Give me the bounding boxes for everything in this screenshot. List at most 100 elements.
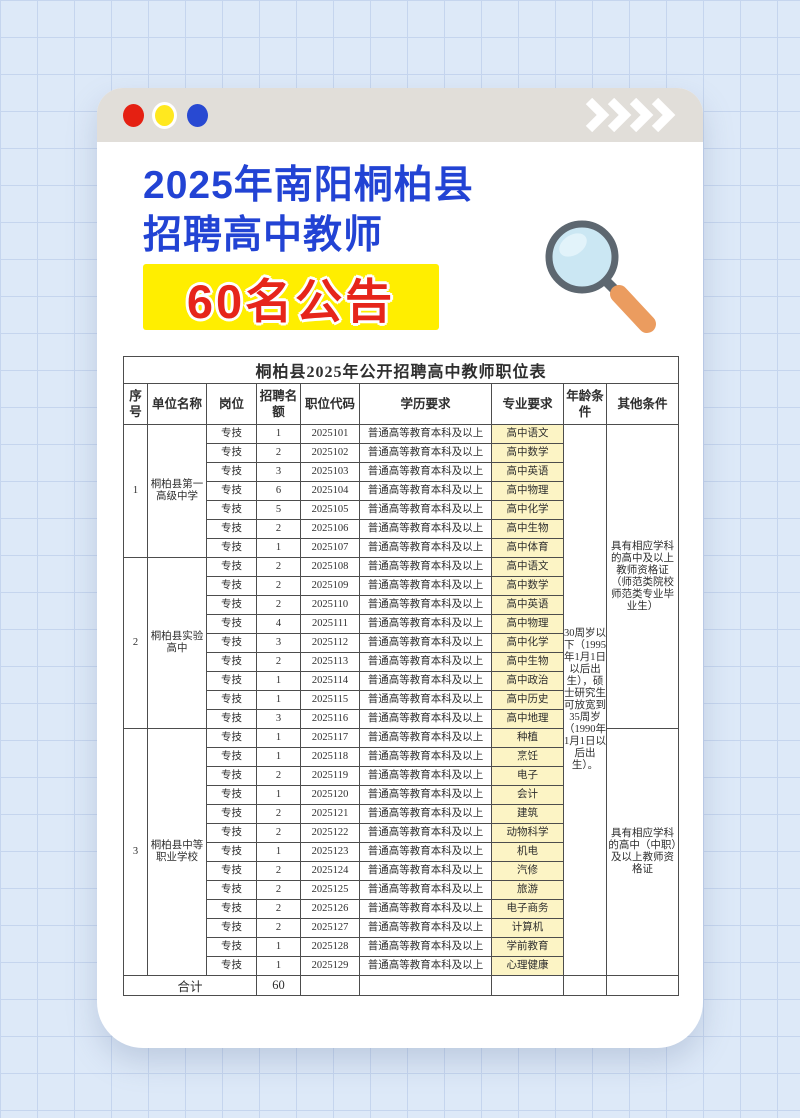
- cell-quota: 2: [256, 557, 301, 577]
- col-header-other: 其他条件: [605, 383, 680, 425]
- cell-quota: 1: [256, 424, 301, 444]
- cell-quota: 2: [256, 576, 301, 596]
- poster-card: 2025年南阳桐柏县 招聘高中教师 60名公告 桐柏县2025年公开招聘高中教师…: [97, 88, 703, 1048]
- cell-position-code: 2025121: [300, 804, 360, 824]
- cell-position-code: 2025124: [300, 861, 360, 881]
- cell-education: 普通高等教育本科及以上: [359, 728, 492, 748]
- cell-quota: 1: [256, 956, 301, 976]
- cell-major: 烹饪: [491, 747, 564, 767]
- cell-education: 普通高等教育本科及以上: [359, 443, 492, 463]
- cell-education: 普通高等教育本科及以上: [359, 633, 492, 653]
- table-body: 1 桐柏县第一高级中学 专技 1 2025101 普通高等教育本科及以上 高中语文 30周岁以…: [123, 424, 680, 976]
- table-row: 专技 1 2025129 普通高等教育本科及以上 心理健康: [124, 956, 679, 976]
- cell-post: 专技: [206, 462, 257, 482]
- cell-quota: 3: [256, 633, 301, 653]
- cell-major: 建筑: [491, 804, 564, 824]
- cell-education: 普通高等教育本科及以上: [359, 861, 492, 881]
- cell-education: 普通高等教育本科及以上: [359, 937, 492, 957]
- cell-section-index: 1: [123, 424, 148, 558]
- col-header-quota: 招聘名额: [256, 383, 301, 425]
- cell-position-code: 2025123: [300, 842, 360, 862]
- cell-post: 专技: [206, 956, 257, 976]
- cell-post: 专技: [206, 899, 257, 919]
- col-header-major: 专业要求: [491, 383, 564, 425]
- cell-position-code: 2025101: [300, 424, 360, 444]
- col-header-post: 岗位: [206, 383, 257, 425]
- cell-education: 普通高等教育本科及以上: [359, 500, 492, 520]
- cell-position-code: 2025109: [300, 576, 360, 596]
- cell-major: 高中数学: [491, 443, 564, 463]
- cell-education: 普通高等教育本科及以上: [359, 899, 492, 919]
- table-row: 专技 1 2025114 普通高等教育本科及以上 高中政治: [124, 671, 679, 691]
- cell-position-code: 2025128: [300, 937, 360, 957]
- cell-education: 普通高等教育本科及以上: [359, 671, 492, 691]
- cell-position-code: 2025113: [300, 652, 360, 672]
- cell-quota: 2: [256, 899, 301, 919]
- cell-position-code: 2025105: [300, 500, 360, 520]
- cell-position-code: 2025118: [300, 747, 360, 767]
- cell-post: 专技: [206, 538, 257, 558]
- poster-title-line2: 招聘高中教师: [143, 214, 384, 257]
- cell-position-code: 2025111: [300, 614, 360, 634]
- cell-post: 专技: [206, 766, 257, 786]
- cell-education: 普通高等教育本科及以上: [359, 595, 492, 615]
- cell-position-code: 2025112: [300, 633, 360, 653]
- cell-post: 专技: [206, 918, 257, 938]
- window-minimize-dot-icon: [152, 101, 177, 129]
- cell-quota: 2: [256, 804, 301, 824]
- cell-major: 高中数学: [491, 576, 564, 596]
- cell-education: 普通高等教育本科及以上: [359, 709, 492, 729]
- table-row: 专技 4 2025111 普通高等教育本科及以上 高中物理: [124, 614, 679, 634]
- cell-post: 专技: [206, 842, 257, 862]
- cell-major: 高中英语: [491, 595, 564, 615]
- cell-position-code: 2025115: [300, 690, 360, 710]
- cell-education: 普通高等教育本科及以上: [359, 538, 492, 558]
- cell-major: 高中化学: [491, 633, 564, 653]
- col-header-index: 序号: [123, 383, 148, 425]
- cell-education: 普通高等教育本科及以上: [359, 956, 492, 976]
- cell-position-code: 2025119: [300, 766, 360, 786]
- cell-quota: 2: [256, 880, 301, 900]
- table-row: 专技 2 2025109 普通高等教育本科及以上 高中数学: [124, 576, 679, 596]
- cell-major: 高中生物: [491, 652, 564, 672]
- cell-unit-name: 桐柏县第一高级中学: [147, 424, 207, 558]
- cell-post: 专技: [206, 804, 257, 824]
- cell-post: 专技: [206, 576, 257, 596]
- cell-quota: 2: [256, 595, 301, 615]
- cell-position-code: 2025102: [300, 443, 360, 463]
- cell-post: 专技: [206, 785, 257, 805]
- cell-post: 专技: [206, 500, 257, 520]
- cell-education: 普通高等教育本科及以上: [359, 690, 492, 710]
- cell-major: 高中地理: [491, 709, 564, 729]
- table-row: 专技 3 2025103 普通高等教育本科及以上 高中英语: [124, 462, 679, 482]
- cell-major: 动物科学: [491, 823, 564, 843]
- cell-quota: 5: [256, 500, 301, 520]
- cell-age-condition: 30周岁以下（1995年1月1日以后出生），硕士研究生可放宽到35周岁（1990…: [563, 424, 607, 976]
- job-table-container: 桐柏县2025年公开招聘高中教师职位表 序号 单位名称 岗位 招聘名额 职位代码…: [122, 356, 680, 996]
- cell-major: 种植: [491, 728, 564, 748]
- cell-position-code: 2025122: [300, 823, 360, 843]
- cell-position-code: 2025127: [300, 918, 360, 938]
- cell-quota: 3: [256, 709, 301, 729]
- cell-post: 专技: [206, 557, 257, 577]
- cell-major: 机电: [491, 842, 564, 862]
- cell-major: 高中物理: [491, 481, 564, 501]
- cell-position-code: 2025103: [300, 462, 360, 482]
- cell-position-code: 2025108: [300, 557, 360, 577]
- cell-position-code: 2025125: [300, 880, 360, 900]
- cell-post: 专技: [206, 443, 257, 463]
- cell-post: 专技: [206, 880, 257, 900]
- cell-quota: 2: [256, 519, 301, 539]
- cell-post: 专技: [206, 633, 257, 653]
- job-table: 桐柏县2025年公开招聘高中教师职位表 序号 单位名称 岗位 招聘名额 职位代码…: [122, 356, 680, 996]
- table-row: 专技 5 2025105 普通高等教育本科及以上 高中化学: [124, 500, 679, 520]
- poster-title-line1: 2025年南阳桐柏县: [143, 164, 474, 207]
- total-empty-cell: [605, 975, 680, 996]
- count-badge: 60名公告: [143, 264, 439, 330]
- cell-education: 普通高等教育本科及以上: [359, 576, 492, 596]
- cell-quota: 2: [256, 443, 301, 463]
- cell-education: 普通高等教育本科及以上: [359, 424, 492, 444]
- cell-major: 高中体育: [491, 538, 564, 558]
- window-titlebar: [97, 88, 703, 142]
- cell-quota: 2: [256, 918, 301, 938]
